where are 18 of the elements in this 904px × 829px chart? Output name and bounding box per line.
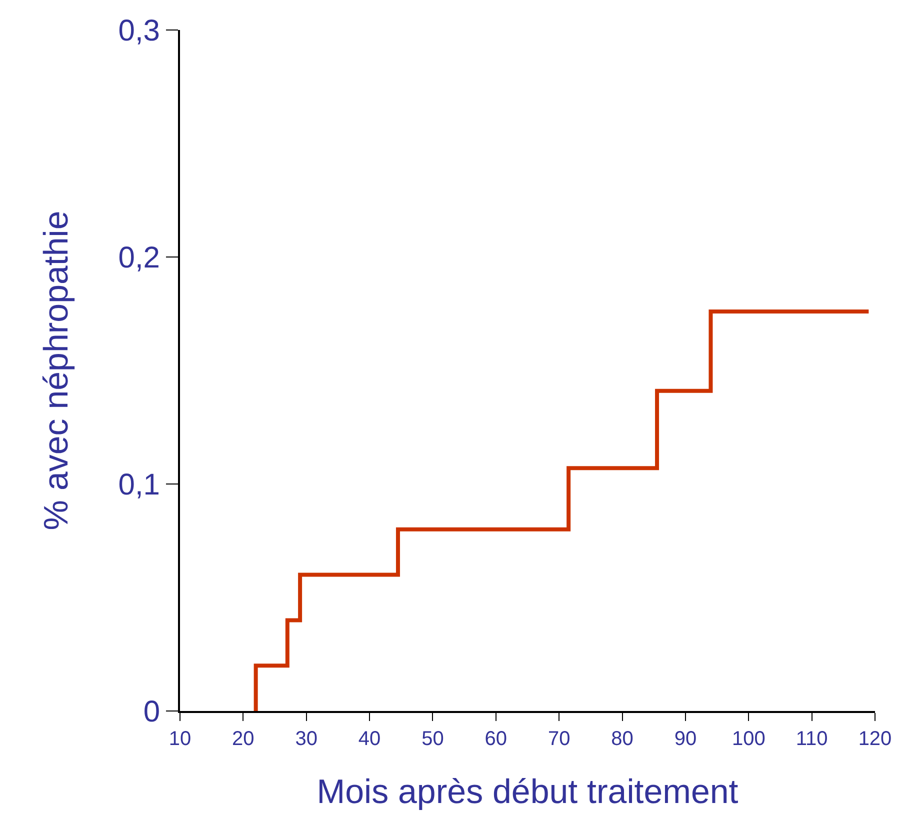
x-tick-label: 20 bbox=[232, 728, 254, 750]
x-tick-label: 40 bbox=[358, 728, 381, 750]
x-tick-label: 80 bbox=[611, 728, 634, 750]
x-tick-label: 50 bbox=[422, 728, 444, 750]
x-tick-label: 110 bbox=[796, 728, 828, 750]
x-tick-label: 60 bbox=[484, 728, 508, 750]
x-tick-label: 90 bbox=[674, 728, 697, 750]
y-axis-title: % avec néphropathie bbox=[37, 210, 76, 530]
x-tick-label: 30 bbox=[295, 728, 318, 750]
x-tick-label: 120 bbox=[858, 728, 892, 750]
y-tick-label: 0 bbox=[143, 696, 160, 728]
y-tick-label: 0,3 bbox=[118, 14, 160, 48]
y-tick-label: 0,1 bbox=[118, 468, 160, 502]
y-tick-label: 0,2 bbox=[118, 242, 160, 274]
x-axis-title: Mois après début traitement bbox=[316, 772, 739, 811]
x-tick-label: 10 bbox=[168, 728, 192, 750]
x-tick-label: 100 bbox=[732, 728, 766, 750]
x-tick-label: 70 bbox=[548, 728, 570, 750]
